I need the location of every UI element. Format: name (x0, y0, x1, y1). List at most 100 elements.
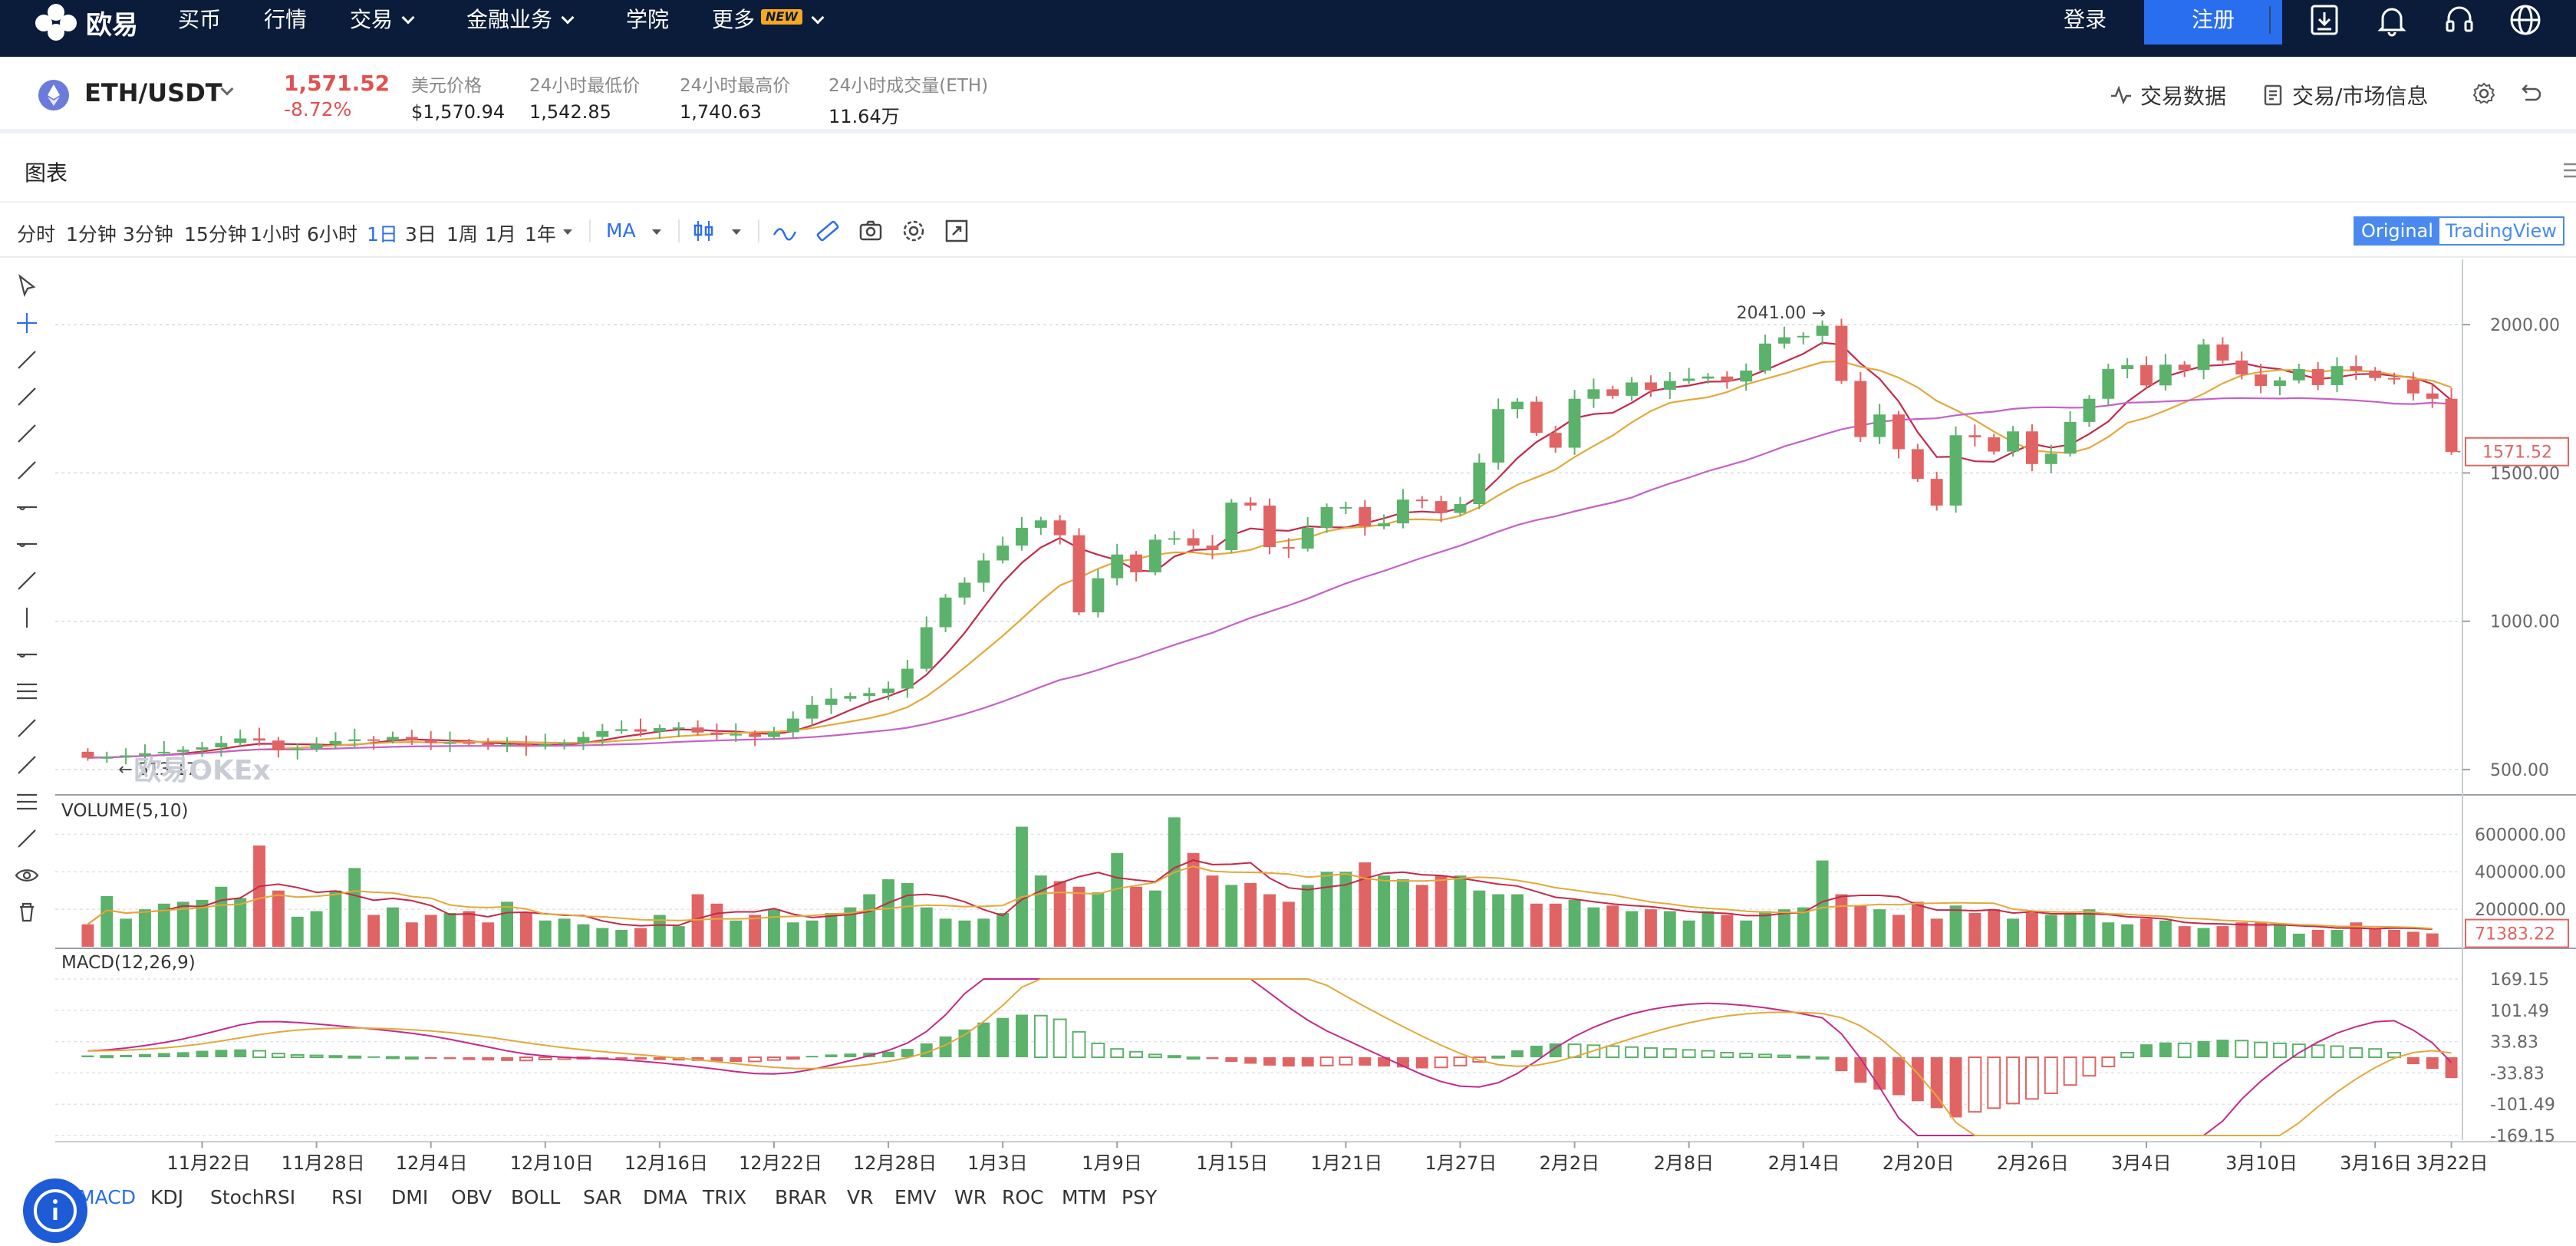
time-tick-label: 2月26日 (1997, 1152, 2069, 1174)
volume-bar (1225, 885, 1238, 947)
fib-icon[interactable] (14, 678, 40, 704)
price-line-icon[interactable] (14, 641, 40, 668)
timeframe-tick[interactable]: 分时 (17, 223, 56, 246)
gear-icon[interactable] (901, 218, 927, 244)
download-icon[interactable] (2306, 2, 2343, 38)
view-original[interactable]: Original (2355, 218, 2439, 244)
undo-icon[interactable] (2518, 81, 2542, 106)
wave-icon[interactable] (14, 752, 40, 778)
settings-icon[interactable] (2472, 81, 2496, 106)
crosshair-icon[interactable] (14, 310, 40, 336)
register-button[interactable]: 注册 (2144, 0, 2282, 44)
horizontal-ray-icon[interactable] (14, 531, 40, 557)
candle (2121, 365, 2134, 370)
nav-item-more[interactable]: 更多 NEW (712, 0, 825, 40)
indicator-tab-emv[interactable]: EMV (894, 1186, 937, 1208)
timeframe-3d[interactable]: 3日 (405, 223, 436, 246)
pattern-icon[interactable] (14, 715, 40, 741)
nav-item-trade[interactable]: 交易 (350, 0, 415, 40)
indicator-tab-trix[interactable]: TRIX (703, 1186, 747, 1208)
pair-selector[interactable]: ETH/USDT (84, 78, 222, 107)
indicator-tab-psy[interactable]: PSY (1122, 1186, 1158, 1208)
indicator-tab-roc[interactable]: ROC (1002, 1186, 1044, 1208)
menu-icon[interactable] (2562, 161, 2576, 180)
candle (2007, 431, 2020, 452)
nav-item-academy[interactable]: 学院 (626, 0, 669, 40)
cursor-icon[interactable] (14, 273, 40, 299)
volume-bar (1797, 907, 1810, 947)
brand-logo[interactable]: 欧易 (34, 0, 138, 44)
fullscreen-icon[interactable] (944, 218, 970, 244)
trendline-icon[interactable] (14, 347, 40, 373)
indicator-tab-dmi[interactable]: DMI (391, 1186, 429, 1208)
camera-icon[interactable] (858, 218, 884, 244)
indicator-tab-obv[interactable]: OBV (451, 1186, 492, 1208)
indicator-tab-dma[interactable]: DMA (643, 1186, 687, 1208)
nav-item-market[interactable]: 行情 (264, 0, 307, 40)
macd-histogram-bar (2140, 1044, 2153, 1057)
eye-icon[interactable] (14, 862, 40, 888)
timeframe-1d[interactable]: 1日 (367, 223, 398, 246)
caret-down-icon[interactable] (560, 224, 575, 239)
indicator-tab-macd[interactable]: MACD (78, 1186, 136, 1208)
volume-bar (2426, 933, 2439, 947)
volume-bar (2121, 924, 2134, 947)
timeframe-1w[interactable]: 1周 (446, 223, 478, 246)
volume-bar (1835, 894, 1848, 947)
indicator-tab-sar[interactable]: SAR (583, 1186, 622, 1208)
extended-line-icon[interactable] (14, 457, 40, 483)
globe-icon[interactable] (2507, 2, 2544, 38)
indicator-select[interactable]: MA (606, 219, 636, 242)
price-chart[interactable]: 2000.00 1500.00 1000.00 500.00 2041.00 → ← 51… (0, 259, 2576, 1178)
caret-down-icon[interactable] (649, 224, 664, 239)
timeframe-3m[interactable]: 3分钟 (123, 223, 173, 246)
high-price-annotation: 2041.00 → (1737, 304, 1826, 323)
market-info-link[interactable]: 交易/市场信息 (2261, 80, 2428, 110)
ruler-icon[interactable] (815, 218, 841, 244)
bell-icon[interactable] (2373, 2, 2410, 38)
headset-icon[interactable] (2441, 2, 2478, 38)
ray-icon[interactable] (14, 384, 40, 410)
polyline-icon[interactable] (14, 420, 40, 447)
macd-histogram-bar (501, 1057, 514, 1061)
trading-data-link[interactable]: 交易数据 (2110, 80, 2226, 110)
macd-histogram-bar (1701, 1050, 1715, 1058)
candle (1148, 539, 1161, 572)
candle-type-icon[interactable] (690, 218, 716, 244)
caret-down-icon[interactable] (729, 224, 744, 239)
indicator-tab-stochrsi[interactable]: StochRSI (210, 1186, 296, 1208)
timeframe-1h[interactable]: 1小时 (250, 223, 301, 246)
nav-item-buy-crypto[interactable]: 买币 (178, 0, 221, 40)
indicator-tab-kdj[interactable]: KDJ (150, 1186, 184, 1208)
indicator-tab-wr[interactable]: WR (954, 1186, 987, 1208)
nav-item-finance[interactable]: 金融业务 (466, 0, 575, 40)
trash-icon[interactable] (14, 899, 40, 925)
macd-histogram-bar (1511, 1050, 1524, 1057)
volume-bar (176, 902, 189, 947)
timeframe-15m[interactable]: 15分钟 (184, 223, 247, 246)
macd-histogram-bar (1873, 1057, 1886, 1090)
parallel-line-icon[interactable] (14, 568, 40, 594)
timeframe-6h[interactable]: 6小时 (307, 223, 357, 246)
vertical-line-icon[interactable] (14, 605, 40, 631)
fib-fan-icon[interactable] (14, 826, 40, 852)
indicator-tab-brar[interactable]: BRAR (775, 1186, 827, 1208)
indicator-tab-vr[interactable]: VR (847, 1186, 874, 1208)
view-tradingview[interactable]: TradingView (2445, 220, 2557, 242)
indicator-tab-rsi[interactable]: RSI (331, 1186, 363, 1208)
timeframe-1mo[interactable]: 1月 (485, 223, 516, 246)
indicator-tab-boll[interactable]: BOLL (511, 1186, 561, 1208)
candle (1339, 506, 1352, 509)
info-button[interactable] (23, 1178, 87, 1243)
chevron-down-icon[interactable] (220, 82, 234, 96)
timeframe-1m[interactable]: 1分钟 (66, 223, 117, 246)
horizontal-line-icon[interactable] (14, 494, 40, 520)
macd-histogram-bar (653, 1057, 666, 1060)
line-chart-icon[interactable] (772, 218, 798, 244)
macd-histogram-bar (1072, 1030, 1086, 1058)
measure-icon[interactable] (14, 789, 40, 815)
macd-histogram-bar (538, 1056, 552, 1061)
indicator-tab-mtm[interactable]: MTM (1062, 1186, 1107, 1208)
timeframe-1y[interactable]: 1年 (525, 223, 556, 246)
login-link[interactable]: 登录 (2064, 7, 2107, 32)
